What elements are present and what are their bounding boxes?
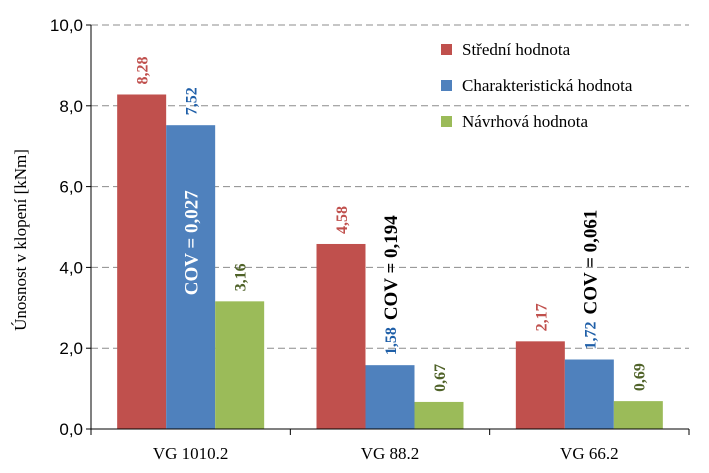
bar xyxy=(166,125,216,429)
cov-annotations: COV = 0,027 COV = 0,194 COV = 0,061 xyxy=(182,190,602,320)
legend: Střední hodnota Charakteristická hodnota N… xyxy=(441,40,633,131)
legend-swatch xyxy=(441,80,452,91)
bar xyxy=(414,401,464,429)
data-label: 8,28 xyxy=(135,56,152,84)
cov-annotation: COV = 0,061 xyxy=(580,210,601,315)
data-label: 7,52 xyxy=(184,87,201,115)
legend-label: Návrhová hodnota xyxy=(462,112,589,131)
data-label: 0,69 xyxy=(631,363,648,391)
cov-annotation: COV = 0,027 xyxy=(182,190,203,295)
data-label: 2,17 xyxy=(533,303,550,331)
x-tick-label: VG 1010.2 xyxy=(153,444,229,463)
y-tick-label: 0,0 xyxy=(59,420,83,439)
data-label: 3,16 xyxy=(233,263,250,291)
bars xyxy=(117,94,663,429)
bar xyxy=(316,243,366,429)
bar xyxy=(613,401,663,429)
bar xyxy=(117,94,167,429)
bar xyxy=(564,359,614,429)
legend-label: Střední hodnota xyxy=(462,40,571,59)
legend-label: Charakteristická hodnota xyxy=(462,76,633,95)
y-axis-title: Únosnost v klopení [kNm] xyxy=(11,149,30,331)
data-label: 4,58 xyxy=(334,206,351,234)
legend-swatch xyxy=(441,44,452,55)
data-labels: 8,28 7,52 3,16 4,58 1,58 0,67 2,17 1,72 0,69 xyxy=(135,56,649,391)
bar xyxy=(515,341,565,429)
y-tick-label: 8,0 xyxy=(59,97,83,116)
y-tick-label: 4,0 xyxy=(59,258,83,277)
y-ticks: 0,0 2,0 4,0 6,0 8,0 10,0 xyxy=(50,16,91,439)
cov-annotation: COV = 0,194 xyxy=(381,215,402,320)
x-tick-label: VG 88.2 xyxy=(361,444,420,463)
data-label: 1,58 xyxy=(383,327,400,355)
x-tick-label: VG 66.2 xyxy=(560,444,619,463)
axes xyxy=(90,25,690,435)
x-tick-labels: VG 1010.2 VG 88.2 VG 66.2 xyxy=(153,444,619,463)
y-tick-label: 2,0 xyxy=(59,339,83,358)
y-tick-label: 6,0 xyxy=(59,178,83,197)
bar xyxy=(215,301,265,429)
data-label: 1,72 xyxy=(582,322,599,350)
bar xyxy=(365,365,415,429)
legend-swatch xyxy=(441,116,452,127)
data-label: 0,67 xyxy=(432,364,449,392)
y-tick-label: 10,0 xyxy=(50,16,83,35)
